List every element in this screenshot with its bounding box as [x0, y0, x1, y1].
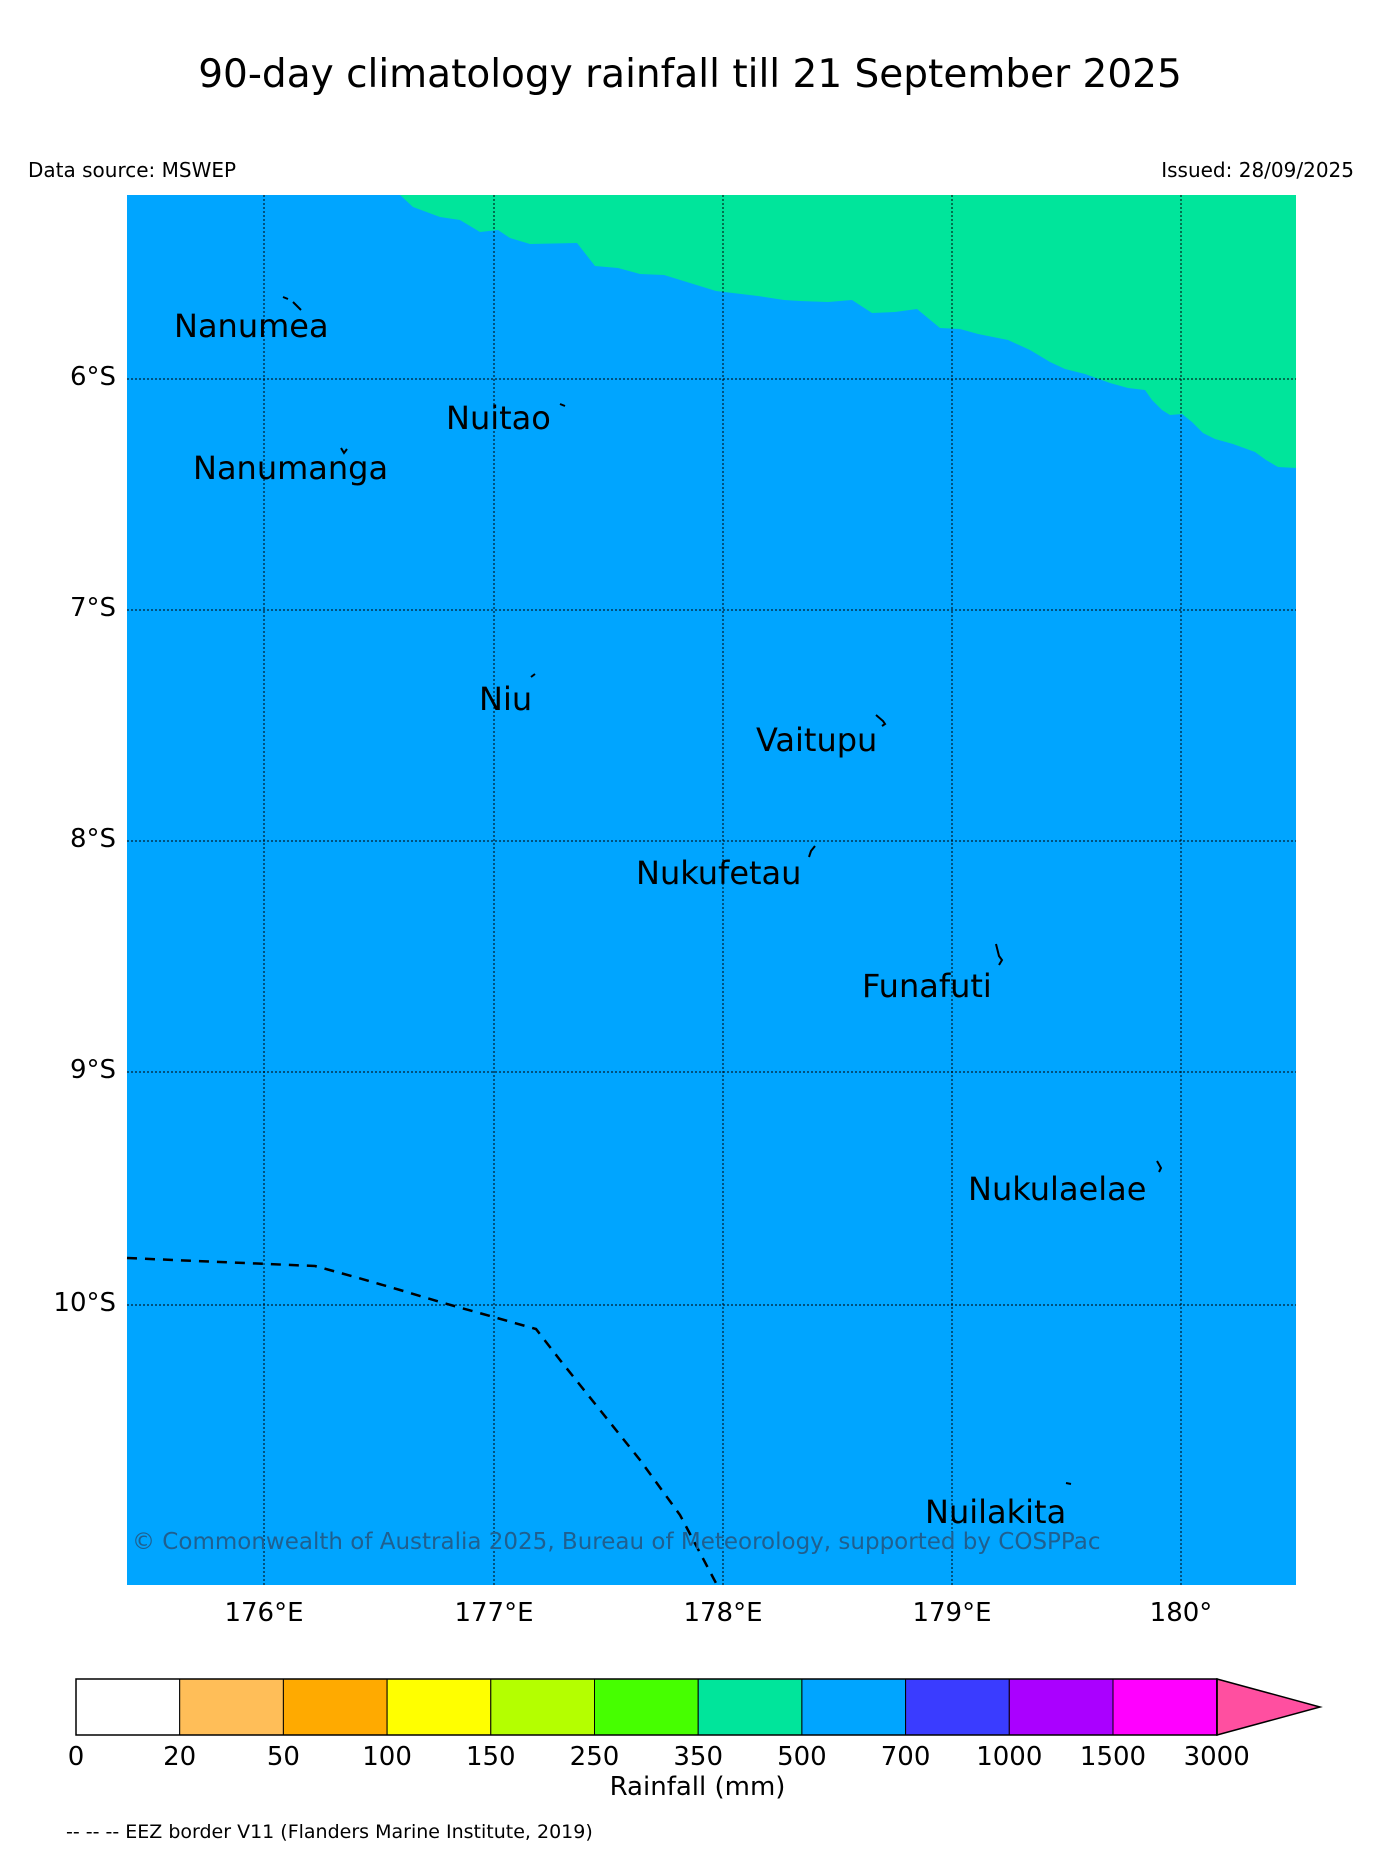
lat-label-10s: 10°S	[53, 1288, 116, 1318]
island-nukufetau	[808, 845, 816, 858]
lon-label-176e: 176°E	[224, 1598, 304, 1628]
colorbar-swatch-700-1000	[905, 1678, 1010, 1736]
place-label-nuilakita: Nuilakita	[925, 1493, 1066, 1531]
colorbar-frame	[75, 1678, 1218, 1736]
colorbar-swatch-250-350	[594, 1678, 699, 1736]
eez-border-note: -- -- -- EEZ border V11 (Flanders Marine…	[66, 1821, 593, 1843]
colorbar-swatch-1000-1500	[1008, 1678, 1114, 1736]
data-source-label: Data source: MSWEP	[28, 158, 237, 182]
colorbar-tick-50: 50	[266, 1742, 300, 1772]
island-niu	[530, 673, 536, 678]
island-nanumanga	[340, 447, 348, 455]
place-label-nanumea: Nanumea	[174, 307, 329, 345]
island-nuitao	[559, 403, 566, 407]
place-label-vaitupu: Vaitupu	[756, 721, 877, 759]
place-label-funafuti: Funafuti	[862, 967, 992, 1005]
island-nanumea	[282, 296, 302, 311]
island-vaitupu	[875, 714, 887, 727]
graticule	[127, 195, 1296, 1585]
colorbar-tick-500: 500	[777, 1742, 827, 1772]
colorbar-swatch-0-20	[75, 1678, 181, 1736]
place-label-nanumanga: Nanumanga	[193, 449, 388, 487]
colorbar-tick-350: 350	[673, 1742, 723, 1772]
colorbar-extend-arrow	[1216, 1678, 1323, 1736]
lat-label-6s: 6°S	[69, 362, 116, 392]
colorbar-tick-3000: 3000	[1183, 1742, 1250, 1772]
colorbar-tick-1500: 1500	[1079, 1742, 1147, 1772]
colorbar-tick-1000: 1000	[976, 1742, 1043, 1772]
place-label-nuitao: Nuitao	[446, 399, 551, 437]
chart-title: 90-day climatology rainfall till 21 Sept…	[198, 52, 1182, 97]
lon-label-178e: 178°E	[683, 1598, 763, 1628]
colorbar-swatch-500-700	[801, 1678, 907, 1736]
colorbar-swatch-20-50	[179, 1678, 284, 1736]
rainfall-region-500-700	[127, 195, 1296, 1585]
copyright-notice: © Commonwealth of Australia 2025, Bureau…	[132, 1529, 1101, 1555]
colorbar-tick-100: 100	[362, 1742, 412, 1772]
colorbar-swatch-1500-3000	[1112, 1678, 1218, 1736]
island-shapes	[282, 296, 1163, 1485]
island-nuilakita	[1065, 1482, 1072, 1485]
colorbar-title: Rainfall (mm)	[609, 1772, 786, 1802]
place-label-nukufetau: Nukufetau	[636, 854, 801, 892]
lon-label-177e: 177°E	[454, 1598, 534, 1628]
colorbar-tick-250: 250	[569, 1742, 620, 1772]
issued-date-label: Issued: 28/09/2025	[1161, 158, 1354, 182]
colorbar-tick-700: 700	[880, 1742, 931, 1772]
island-nukulaelae	[1156, 1160, 1163, 1173]
colorbar-tick-20: 20	[163, 1742, 197, 1772]
rainfall-region-350-500	[400, 195, 1296, 468]
island-funafuti	[995, 943, 1004, 966]
lon-label-179e: 179°E	[912, 1598, 992, 1628]
colorbar-swatch-50-100	[282, 1678, 388, 1736]
colorbar-swatch-100-150	[386, 1678, 492, 1736]
colorbar-tick-0: 0	[67, 1742, 85, 1772]
eez-border	[126, 1256, 719, 1586]
lat-label-9s: 9°S	[69, 1055, 116, 1085]
colorbar-swatch-350-500	[697, 1678, 803, 1736]
colorbar-tick-150: 150	[465, 1742, 516, 1772]
lat-label-8s: 8°S	[69, 824, 116, 854]
lon-label-180: 180°	[1149, 1598, 1213, 1628]
place-label-niu: Niu	[479, 680, 532, 718]
lat-label-7s: 7°S	[69, 593, 116, 623]
place-label-nukulaelae: Nukulaelae	[968, 1170, 1146, 1208]
colorbar-swatch-150-250	[490, 1678, 595, 1736]
